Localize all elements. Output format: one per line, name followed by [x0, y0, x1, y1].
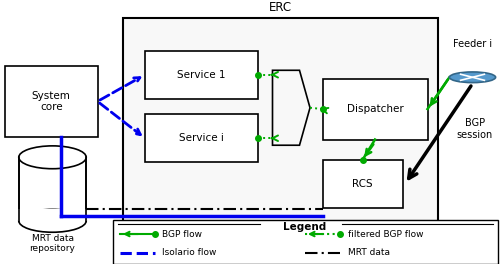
Text: System
core: System core — [32, 91, 70, 112]
Bar — [122, 18, 438, 221]
Text: Service 1: Service 1 — [177, 70, 226, 80]
Bar — [322, 79, 428, 139]
Text: Feeder i: Feeder i — [453, 39, 492, 49]
Text: Service i: Service i — [179, 133, 224, 143]
Text: BGP flow: BGP flow — [162, 229, 202, 238]
Text: RCS: RCS — [352, 179, 373, 189]
Ellipse shape — [19, 146, 86, 169]
Text: filtered BGP flow: filtered BGP flow — [348, 229, 423, 238]
Text: Isolario flow: Isolario flow — [162, 248, 217, 257]
Bar — [322, 160, 402, 208]
Text: Dispatcher: Dispatcher — [346, 104, 404, 114]
Bar — [145, 51, 258, 99]
Bar — [5, 66, 98, 137]
Text: Legend: Legend — [284, 222, 327, 232]
Bar — [112, 220, 498, 264]
Text: MRT data: MRT data — [348, 248, 390, 257]
Ellipse shape — [450, 72, 496, 83]
Ellipse shape — [19, 209, 86, 232]
Text: ERC: ERC — [268, 1, 291, 14]
Text: MRT data
repository: MRT data repository — [30, 234, 76, 253]
Bar — [18, 209, 87, 221]
Text: BGP
session: BGP session — [457, 119, 493, 140]
Bar — [18, 157, 86, 221]
Bar — [145, 114, 258, 162]
